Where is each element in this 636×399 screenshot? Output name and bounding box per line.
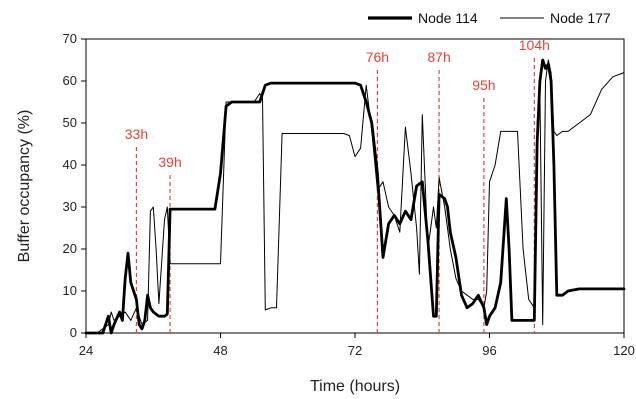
x-tick-label: 72 xyxy=(348,343,362,358)
y-axis-label: Buffer occupancy (%) xyxy=(16,110,33,263)
legend-label-node-177: Node 177 xyxy=(550,10,611,26)
legend-label-node-114: Node 114 xyxy=(418,10,478,26)
series-line-node-114 xyxy=(84,58,626,335)
y-tick-label: 70 xyxy=(63,31,77,46)
legend: Node 114 Node 177 xyxy=(368,10,611,26)
annotation-label-95h: 95h xyxy=(472,77,495,93)
y-tick-label: 30 xyxy=(63,199,77,214)
x-tick-label: 96 xyxy=(482,343,496,358)
x-tick-label: 48 xyxy=(213,343,227,358)
x-axis-label: Time (hours) xyxy=(310,378,400,395)
annotation-label-104h: 104h xyxy=(519,37,550,53)
y-tick-label: 40 xyxy=(63,157,77,172)
annotation-label-33h: 33h xyxy=(125,126,148,142)
y-tick-label: 60 xyxy=(63,73,77,88)
y-tick-label: 20 xyxy=(63,241,77,256)
plot-area: 0 10 20 30 40 50 60 70 24 48 72 96 120 33h 39h 76h 87h 95… xyxy=(63,31,635,358)
x-tick-label: 24 xyxy=(79,343,93,358)
y-tick-label: 10 xyxy=(63,283,77,298)
annotation-label-39h: 39h xyxy=(158,154,181,170)
annotation-label-87h: 87h xyxy=(427,49,450,65)
y-tick-label: 0 xyxy=(70,325,77,340)
annotation-label-76h: 76h xyxy=(366,49,389,65)
x-tick-label: 120 xyxy=(613,343,635,358)
y-tick-label: 50 xyxy=(63,115,77,130)
